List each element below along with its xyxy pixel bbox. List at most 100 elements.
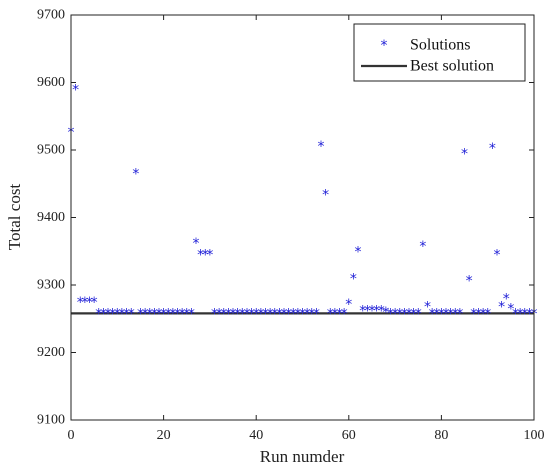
solution-point: * <box>433 306 440 322</box>
solution-point: * <box>489 141 496 157</box>
solution-point: * <box>424 300 431 316</box>
solution-point: * <box>331 306 338 322</box>
solution-point: * <box>290 306 297 322</box>
y-tick-label: 9300 <box>37 278 65 293</box>
solution-point: * <box>378 304 385 320</box>
solution-point: * <box>498 300 505 316</box>
solution-point: * <box>91 295 98 311</box>
solution-point: * <box>517 306 524 322</box>
solution-point: * <box>401 306 408 322</box>
solution-point: * <box>507 302 514 318</box>
solution-point: * <box>276 306 283 322</box>
solution-point: * <box>336 306 343 322</box>
solution-point: * <box>202 248 209 264</box>
solution-point: * <box>480 306 487 322</box>
solution-point: * <box>123 306 130 322</box>
solution-point: * <box>526 306 533 322</box>
y-tick-label: 9700 <box>37 8 65 23</box>
plot-area <box>71 15 534 420</box>
solution-point: * <box>322 188 329 204</box>
solution-point: * <box>387 306 394 322</box>
solution-point: * <box>216 306 223 322</box>
solution-point: * <box>341 306 348 322</box>
solution-point: * <box>470 306 477 322</box>
solution-point: * <box>188 306 195 322</box>
solution-point: * <box>81 295 88 311</box>
solution-point: * <box>169 306 176 322</box>
x-tick-label: 20 <box>157 428 171 443</box>
solution-point: * <box>86 295 93 311</box>
solution-point: * <box>211 306 218 322</box>
x-tick-label: 40 <box>249 428 263 443</box>
solution-point: * <box>183 306 190 322</box>
solution-point: * <box>197 248 204 264</box>
solution-point: * <box>95 306 102 322</box>
legend-best-solution-label: Best solution <box>410 58 494 75</box>
solution-point: * <box>142 306 149 322</box>
solution-point: * <box>359 304 366 320</box>
solution-point: * <box>503 292 510 308</box>
solution-point: * <box>280 306 287 322</box>
legend-solutions-label: Solutions <box>410 37 470 54</box>
y-axis-label: Total cost <box>5 184 24 251</box>
solution-point: * <box>355 244 362 260</box>
legend-solutions-marker: * <box>381 38 388 54</box>
solution-point: * <box>225 306 232 322</box>
solution-point: * <box>345 297 352 313</box>
solution-point: * <box>179 306 186 322</box>
legend-box <box>353 23 526 82</box>
solution-point: * <box>405 306 412 322</box>
solution-point: * <box>128 306 135 322</box>
solution-point: * <box>206 248 213 264</box>
solution-point: * <box>105 306 112 322</box>
x-tick-label: 100 <box>524 428 545 443</box>
solution-point: * <box>77 295 84 311</box>
y-tick-label: 9400 <box>37 210 65 225</box>
y-tick-label: 9200 <box>37 345 65 360</box>
solution-point: * <box>521 306 528 322</box>
solution-point: * <box>410 306 417 322</box>
y-axis-ticks: 9100 9200 9300 9400 9500 9600 9700 <box>37 8 534 428</box>
solution-point: * <box>415 306 422 322</box>
solution-point: * <box>257 306 264 322</box>
solution-point: * <box>72 82 79 98</box>
solution-point: * <box>262 306 269 322</box>
solution-point: * <box>299 306 306 322</box>
solution-point: * <box>429 306 436 322</box>
solution-point: * <box>447 306 454 322</box>
solution-point: * <box>452 306 459 322</box>
solution-point: * <box>132 167 139 183</box>
x-axis-label: Run numder <box>260 447 345 466</box>
solution-point: * <box>193 236 200 252</box>
solution-point: * <box>267 306 274 322</box>
solution-point: * <box>118 306 125 322</box>
solution-point: * <box>239 306 246 322</box>
solution-point: * <box>155 306 162 322</box>
solution-point: * <box>248 306 255 322</box>
solution-point: * <box>419 239 426 255</box>
solution-point: * <box>382 305 389 321</box>
x-axis-ticks: 0 20 40 60 80 100 <box>68 15 545 443</box>
solution-point: * <box>160 306 167 322</box>
solution-point: * <box>368 304 375 320</box>
solution-point: * <box>461 146 468 162</box>
solution-point: * <box>137 306 144 322</box>
solution-point: * <box>392 306 399 322</box>
solution-point: * <box>146 306 153 322</box>
solution-point: * <box>493 248 500 264</box>
solution-point: * <box>294 306 301 322</box>
solution-point: * <box>456 306 463 322</box>
solution-point: * <box>484 306 491 322</box>
solution-point: * <box>364 304 371 320</box>
solution-point: * <box>304 306 311 322</box>
solution-point: * <box>234 306 241 322</box>
solution-point: * <box>114 306 121 322</box>
solution-point: * <box>285 306 292 322</box>
solution-point: * <box>512 306 519 322</box>
y-tick-label: 9600 <box>37 75 65 90</box>
solution-point: * <box>253 306 260 322</box>
solution-point: * <box>475 306 482 322</box>
solution-point: * <box>174 306 181 322</box>
solution-point: * <box>308 306 315 322</box>
